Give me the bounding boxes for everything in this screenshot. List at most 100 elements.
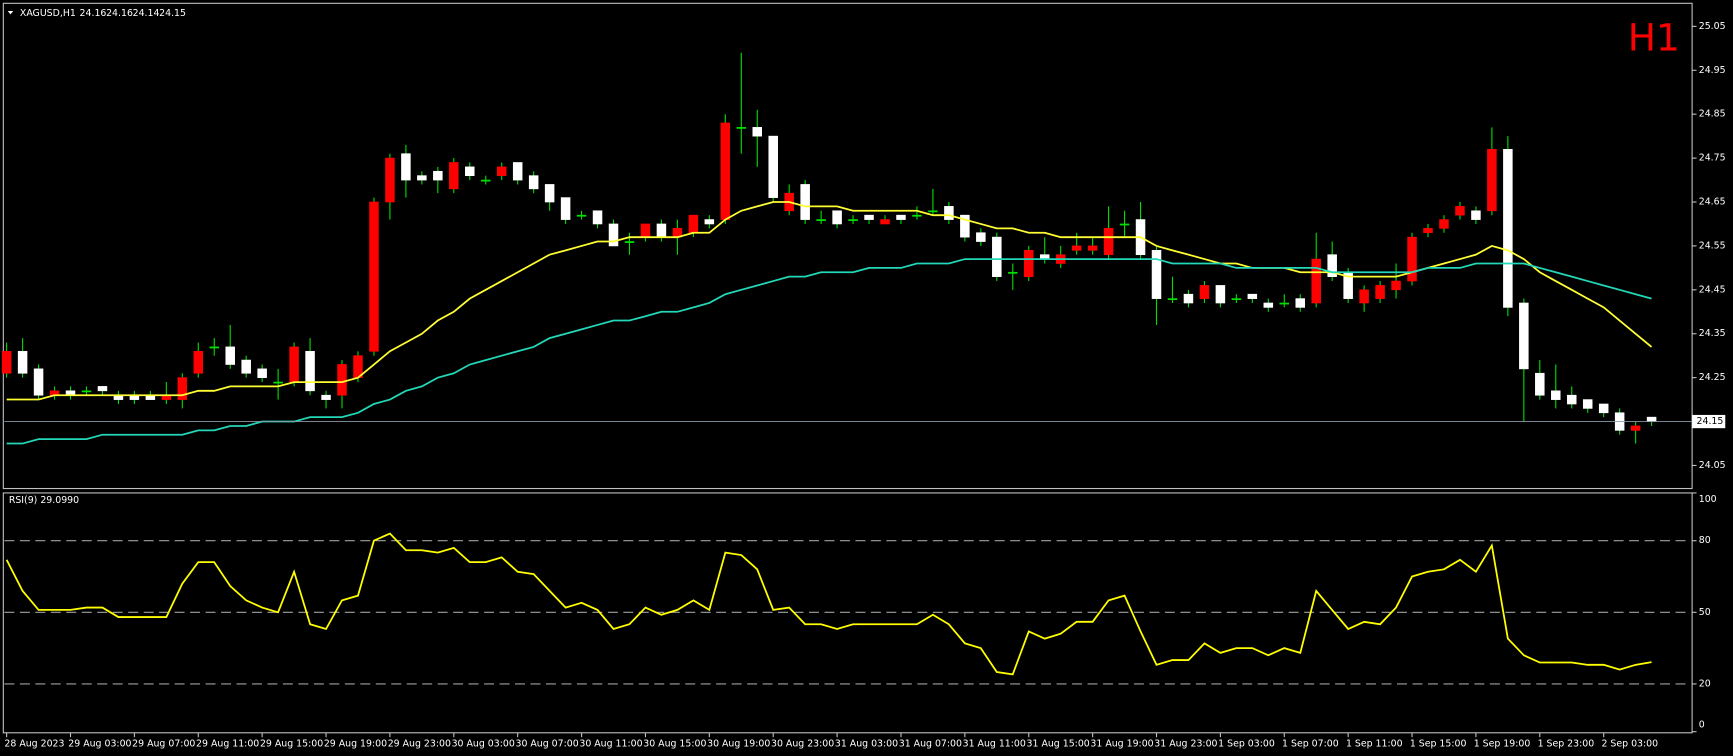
candle-body: [1167, 298, 1178, 301]
x-tick-label: 30 Aug 11:00: [579, 738, 642, 749]
candle-body: [624, 241, 635, 243]
candle-body: [1407, 236, 1417, 282]
y-tick-label: 25.05: [1699, 21, 1726, 32]
x-tick-label: 29 Aug 03:00: [68, 738, 131, 749]
candle-body: [608, 223, 619, 247]
x-tick-label: 1 Sep 11:00: [1346, 738, 1403, 749]
candle-body: [704, 219, 715, 225]
candle-body: [480, 179, 491, 182]
y-tick-label: 20: [1699, 678, 1711, 689]
candle-body: [1183, 293, 1194, 304]
candle-body: [976, 232, 986, 242]
candle-body: [97, 386, 108, 392]
candle-body: [1199, 285, 1210, 299]
timeframe-label: H1: [1628, 15, 1680, 59]
candle-body: [1215, 285, 1226, 304]
rsi-title: RSI(9) 29.0990: [9, 495, 79, 506]
x-tick-label: 31 Aug 11:00: [963, 738, 1026, 749]
candle-body: [1487, 148, 1497, 212]
candle-body: [1231, 298, 1242, 301]
x-tick-label: 30 Aug 19:00: [707, 738, 770, 749]
y-tick-label: 0: [1699, 720, 1705, 731]
candle-body: [1087, 245, 1098, 251]
candle-body: [1295, 298, 1305, 308]
candle-body: [1535, 372, 1545, 396]
candle-body: [496, 166, 507, 176]
candle-body: [1551, 390, 1561, 400]
candle-body: [592, 210, 603, 225]
candle-body: [1391, 280, 1401, 291]
candle-body: [1646, 416, 1657, 422]
candle-body: [960, 214, 970, 238]
current-price-label: 24.15: [1697, 416, 1724, 427]
indicator-line: [6, 201, 1653, 401]
x-tick-label: 1 Sep 07:00: [1282, 738, 1339, 749]
x-tick-label: 29 Aug 11:00: [196, 738, 259, 749]
candle-body: [1630, 425, 1641, 431]
candle-body: [544, 184, 555, 203]
candle-body: [17, 350, 28, 374]
candle-body: [1359, 289, 1369, 304]
candle-body: [1503, 148, 1513, 308]
candle-body: [688, 214, 699, 234]
x-tick-label: 2 Sep 03:00: [1601, 738, 1658, 749]
x-tick-label: 31 Aug 03:00: [835, 738, 898, 749]
ohlc-open: 24.16: [80, 8, 107, 19]
candle-body: [768, 135, 778, 198]
x-tick-label: 31 Aug 19:00: [1090, 738, 1153, 749]
candle-body: [289, 346, 299, 383]
candle-body: [193, 350, 204, 374]
y-tick-label: 24.55: [1699, 240, 1726, 251]
candle-body: [1519, 302, 1529, 370]
candle-body: [1119, 223, 1130, 226]
x-tick-label: 30 Aug 23:00: [771, 738, 834, 749]
ohlc-low: 24.14: [133, 8, 160, 19]
candle-body: [1423, 228, 1433, 234]
candle-body: [944, 206, 954, 220]
candle-body: [1008, 271, 1018, 274]
candle-body: [512, 162, 523, 181]
candle-body: [1311, 258, 1321, 304]
symbol-title: XAGUSD,H1: [20, 8, 76, 19]
x-tick-label: 30 Aug 03:00: [452, 738, 515, 749]
candle-body: [81, 390, 92, 393]
candle-body: [305, 350, 315, 392]
x-tick-label: 29 Aug 15:00: [260, 738, 323, 749]
candle-body: [1279, 302, 1290, 305]
candle-body: [1023, 249, 1034, 277]
y-tick-label: 24.65: [1699, 197, 1726, 208]
indicator-line: [5, 532, 1652, 676]
candle-body: [896, 214, 906, 220]
candle-body: [33, 368, 44, 396]
candle-body: [576, 214, 587, 217]
candle-body: [401, 153, 411, 181]
x-tick-label: 31 Aug 15:00: [1027, 738, 1090, 749]
candle-body: [257, 368, 267, 378]
candle-body: [241, 359, 251, 374]
candle-body: [433, 170, 443, 181]
x-tick-label: 29 Aug 19:00: [324, 738, 387, 749]
x-tick-label: 28 Aug 2023: [4, 738, 64, 749]
y-tick-label: 24.95: [1699, 65, 1726, 76]
candle-body: [417, 175, 427, 181]
candle-body: [848, 219, 858, 222]
x-tick-label: 31 Aug 07:00: [899, 738, 962, 749]
candle-body: [369, 201, 379, 352]
ohlc-high: 24.16: [106, 8, 133, 19]
candle-body: [720, 122, 731, 220]
candle-body: [1071, 245, 1082, 251]
candle-body: [1151, 249, 1162, 299]
x-tick-label: 1 Sep 15:00: [1410, 738, 1467, 749]
candle-body: [816, 219, 826, 222]
y-tick-label: 24.85: [1699, 109, 1726, 120]
candle-body: [656, 223, 667, 238]
ohlc-close: 24.15: [159, 8, 186, 19]
y-tick-label: 100: [1699, 494, 1717, 505]
y-tick-label: 80: [1699, 535, 1711, 546]
x-tick-label: 29 Aug 23:00: [388, 738, 451, 749]
candle-body: [1471, 210, 1481, 220]
candle-body: [864, 214, 874, 220]
menu-triangle[interactable]: [7, 11, 14, 15]
x-tick-label: 29 Aug 07:00: [132, 738, 195, 749]
x-tick-label: 1 Sep 19:00: [1474, 738, 1531, 749]
